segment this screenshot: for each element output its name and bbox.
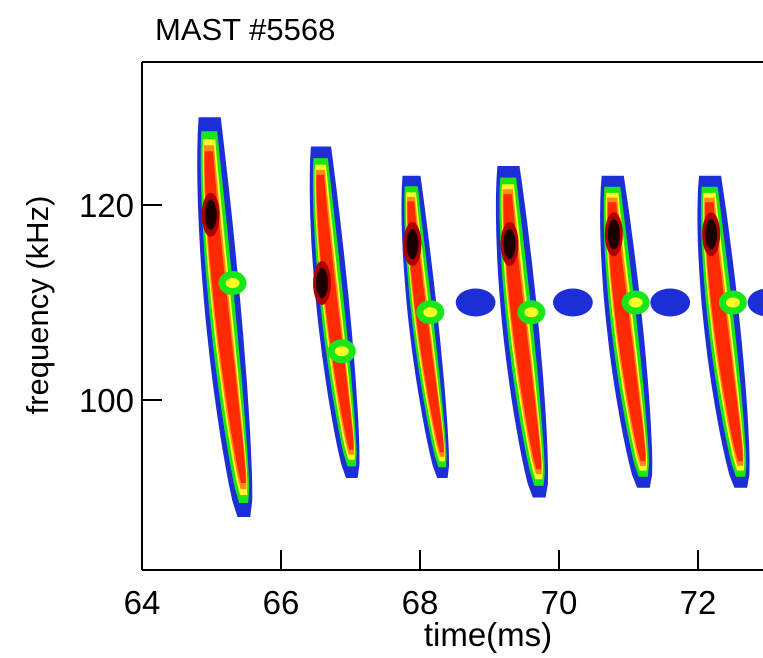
x-tick-label: 72: [680, 584, 717, 621]
burst-5: [600, 175, 653, 488]
burst-peak-core: [204, 199, 217, 230]
x-axis-label: time(ms): [424, 616, 552, 653]
background-bridge-1: [455, 288, 496, 317]
x-tick-label: 68: [402, 584, 439, 621]
x-tick-label: 64: [124, 584, 161, 621]
burst-peak-core: [607, 219, 620, 250]
background-bridge-4: [747, 288, 763, 317]
burst-6: [697, 175, 750, 488]
axes: [141, 61, 763, 571]
burst-2: [309, 146, 360, 478]
spectrogram-bursts: [197, 117, 763, 518]
burst-side-lobe-core: [334, 346, 349, 357]
burst-side-lobe-core: [225, 278, 240, 288]
burst-peak-core: [705, 219, 718, 250]
ticks: 64 66 68 70 72 100 120: [79, 187, 716, 621]
burst-4: [495, 166, 548, 498]
burst-3: [401, 175, 450, 479]
y-tick-label: 100: [79, 382, 134, 419]
burst-side-lobe-core: [423, 307, 438, 318]
burst-contour-level-5: [407, 201, 444, 453]
burst-side-lobe-core: [725, 297, 740, 308]
burst-peak-core: [316, 268, 329, 298]
burst-side-lobe-core: [628, 297, 643, 308]
x-tick-label: 70: [541, 584, 578, 621]
burst-1: [197, 117, 253, 518]
chart-title: MAST #5568: [155, 12, 335, 47]
x-tick-label: 66: [263, 584, 300, 621]
y-axis-label: frequency (kHz): [20, 196, 55, 415]
burst-peak-core: [406, 229, 419, 259]
background-bridge-3: [650, 288, 691, 317]
burst-contour-level-5: [316, 174, 354, 450]
burst-peak-core: [503, 229, 516, 259]
background-bridge-2: [553, 288, 593, 317]
burst-side-lobe-core: [524, 307, 539, 318]
burst-contour-level-5: [705, 202, 743, 462]
y-tick-label: 120: [79, 187, 134, 224]
burst-contour-level-5: [607, 202, 646, 462]
